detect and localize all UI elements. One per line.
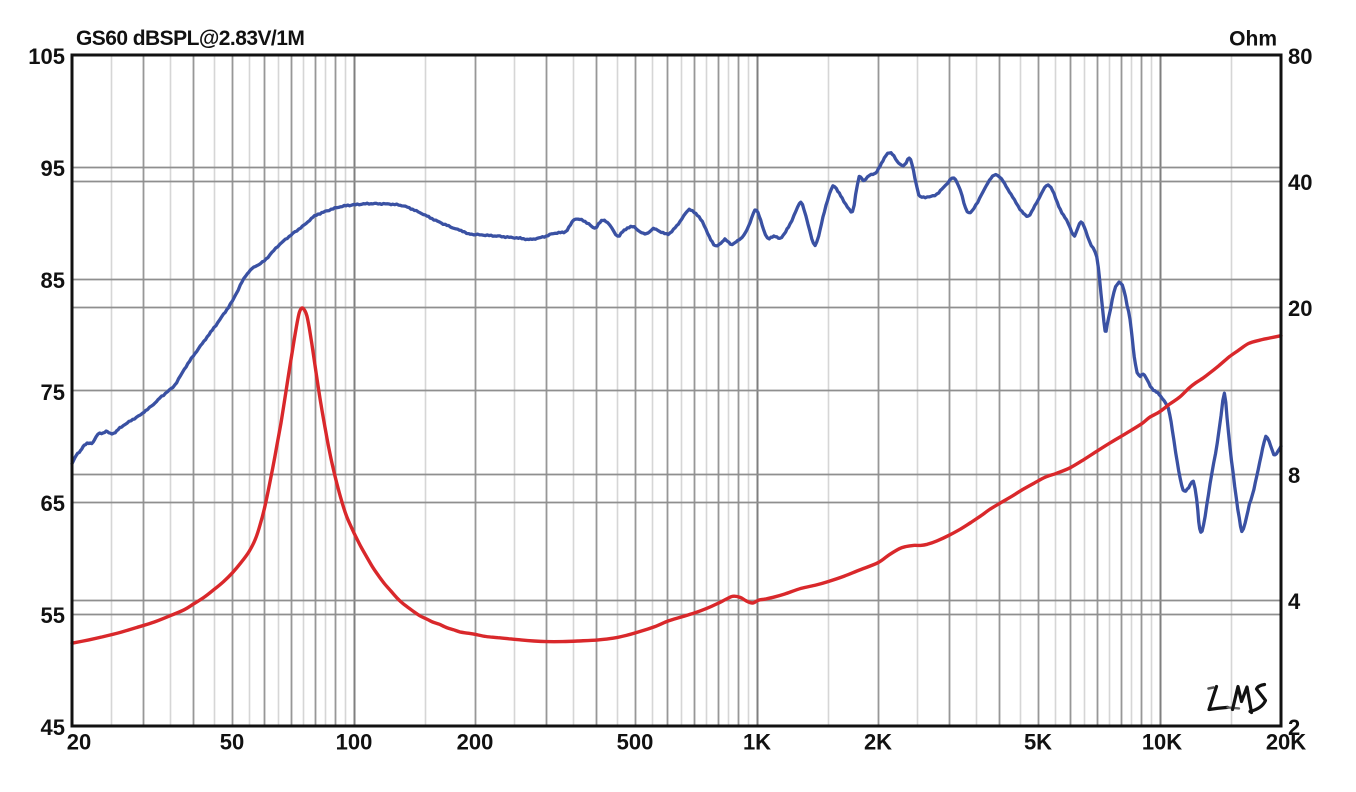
svg-text:105: 105 [28,44,65,69]
svg-text:8: 8 [1288,463,1300,488]
svg-text:2K: 2K [864,730,892,755]
svg-text:GS60 dBSPL@2.83V/1M: GS60 dBSPL@2.83V/1M [76,27,304,50]
svg-text:85: 85 [41,268,65,293]
svg-text:200: 200 [457,730,494,755]
svg-text:45: 45 [41,715,65,740]
svg-text:20K: 20K [1266,730,1306,755]
svg-text:Ohm: Ohm [1229,28,1277,51]
svg-text:65: 65 [41,491,65,516]
svg-text:95: 95 [41,156,65,181]
svg-text:4: 4 [1288,589,1301,614]
svg-text:80: 80 [1288,44,1312,69]
svg-text:100: 100 [336,730,373,755]
svg-text:500: 500 [617,730,654,755]
svg-text:40: 40 [1288,170,1312,195]
svg-text:5K: 5K [1024,730,1052,755]
svg-text:1K: 1K [743,730,771,755]
svg-text:75: 75 [41,380,65,405]
svg-text:2: 2 [1288,715,1300,740]
svg-text:55: 55 [41,603,65,628]
svg-text:10K: 10K [1142,730,1182,755]
svg-text:50: 50 [220,730,244,755]
svg-text:20: 20 [1288,296,1312,321]
svg-text:20: 20 [67,730,91,755]
